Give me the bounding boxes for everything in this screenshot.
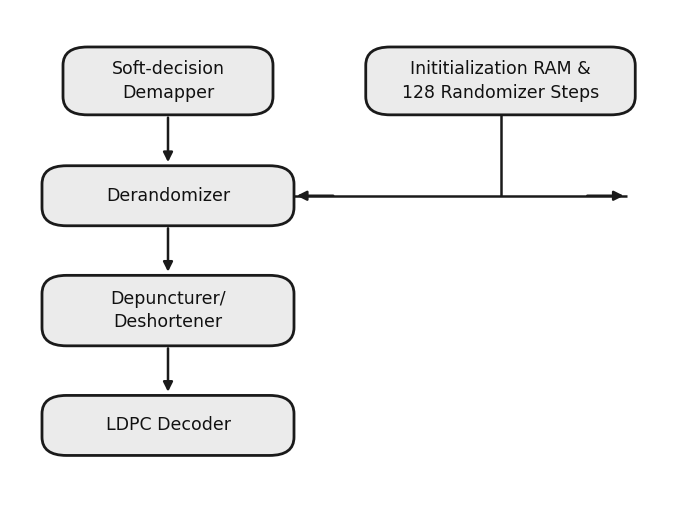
FancyBboxPatch shape bbox=[42, 396, 294, 455]
FancyBboxPatch shape bbox=[365, 47, 636, 115]
Text: Depuncturer/
Deshortener: Depuncturer/ Deshortener bbox=[110, 290, 226, 331]
Text: Soft-decision
Demapper: Soft-decision Demapper bbox=[111, 60, 225, 102]
Text: Inititialization RAM &
128 Randomizer Steps: Inititialization RAM & 128 Randomizer St… bbox=[402, 60, 599, 102]
Text: LDPC Decoder: LDPC Decoder bbox=[106, 417, 230, 434]
FancyBboxPatch shape bbox=[42, 276, 294, 346]
FancyBboxPatch shape bbox=[63, 47, 273, 115]
FancyBboxPatch shape bbox=[42, 166, 294, 226]
Text: Derandomizer: Derandomizer bbox=[106, 187, 230, 205]
